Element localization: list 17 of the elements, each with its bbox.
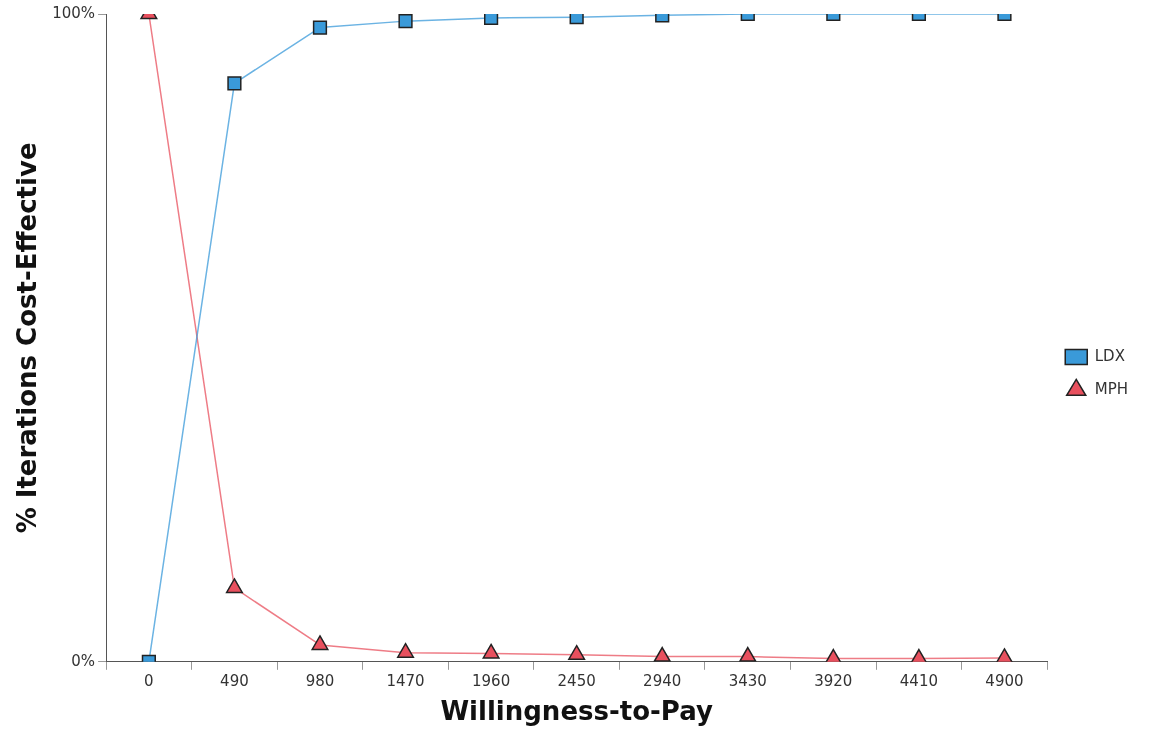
x-tick-label: 2940: [643, 671, 682, 690]
x-tick-label: 490: [220, 671, 249, 690]
x-tick-label: 1960: [472, 671, 511, 690]
legend-label: LDX: [1094, 346, 1125, 365]
x-tick-label: 2450: [557, 671, 596, 690]
legend-label: MPH: [1094, 379, 1129, 398]
x-tick-label: 0: [144, 671, 154, 690]
y-tick-label: 0%: [71, 651, 96, 670]
x-tick-label: 1470: [386, 671, 425, 690]
y-tick-label: 100%: [52, 3, 96, 22]
x-tick-label: 3430: [728, 671, 767, 690]
x-tick-label: 4900: [985, 671, 1024, 690]
x-tick-label: 4410: [899, 671, 938, 690]
x-tick-label: 980: [305, 671, 335, 690]
y-axis-title: % Iterations Cost-Effective: [12, 142, 43, 534]
x-tick-label: 3920: [814, 671, 853, 690]
x-axis-title: Willingness-to-Pay: [440, 696, 713, 727]
